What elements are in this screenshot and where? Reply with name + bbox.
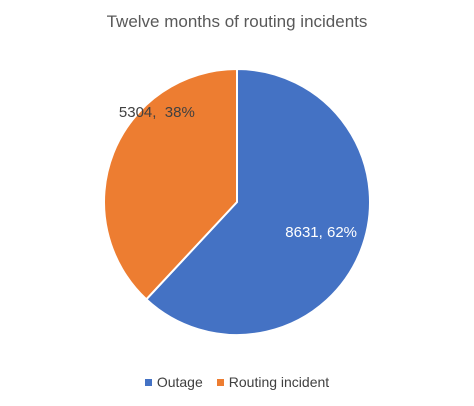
legend-label-routing-incident: Routing incident — [228, 374, 330, 390]
legend-swatch-outage — [144, 378, 152, 386]
data-label-routing-incident: 5304, 38% — [119, 104, 195, 121]
chart-title: Twelve months of routing incidents — [106, 12, 368, 31]
legend: Outage Routing incident — [0, 374, 474, 390]
pie-slice-outage — [144, 67, 371, 336]
legend-item-routing-incident: Routing incident — [216, 374, 330, 390]
legend-swatch-routing-incident — [216, 378, 224, 386]
legend-label-outage: Outage — [156, 374, 203, 390]
pie-slice-routing-incident — [103, 67, 238, 301]
legend-item-outage: Outage — [144, 374, 203, 390]
data-label-outage: 8631, 62% — [285, 224, 357, 241]
